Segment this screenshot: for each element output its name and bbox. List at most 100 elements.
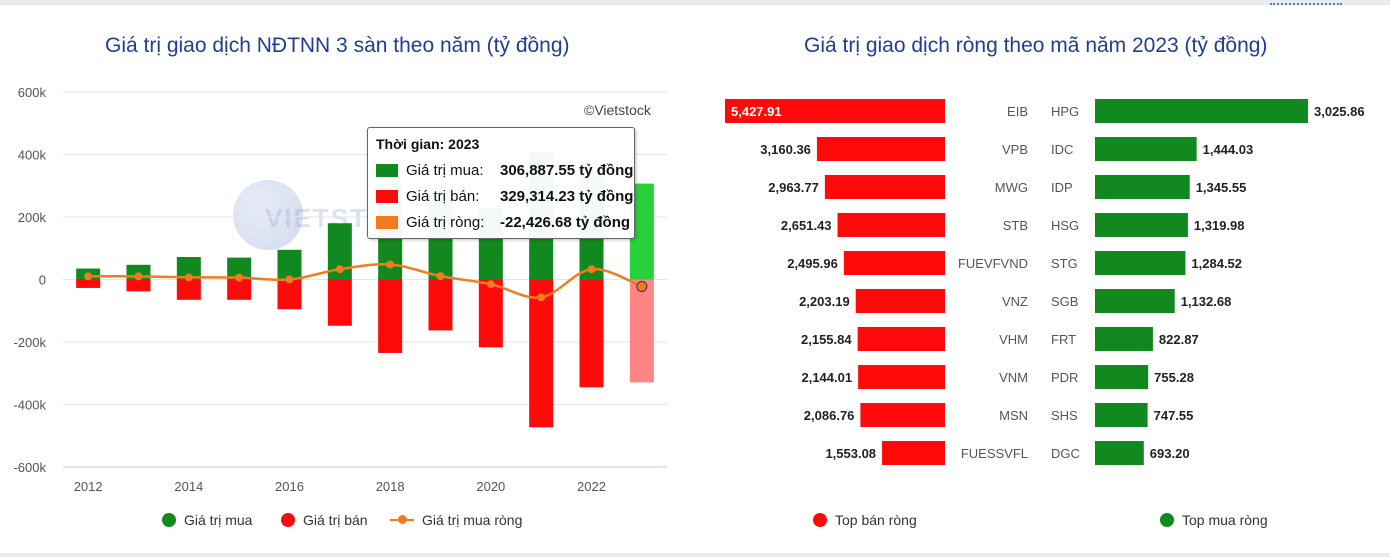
- legend-item-sell[interactable]: Giá trị bán: [281, 512, 368, 528]
- legend-item-top-sell[interactable]: Top bán ròng: [813, 512, 917, 528]
- net-point: [184, 273, 193, 282]
- net-point: [537, 293, 546, 302]
- buy-bar: [1095, 137, 1197, 161]
- buy-bar: [1095, 327, 1153, 351]
- sell-bar-label: 2,495.96: [787, 256, 838, 271]
- legend-net-line-icon: [390, 515, 414, 524]
- bar-sell: [327, 279, 352, 326]
- bar-buy: [227, 257, 252, 280]
- bar-sell: [378, 279, 403, 353]
- bar-sell: [277, 279, 302, 310]
- top-border: [0, 0, 1390, 5]
- bar-sell: [579, 279, 604, 388]
- sell-code-label: VHM: [999, 332, 1028, 347]
- net-point: [285, 275, 294, 284]
- x-tick-label: 2022: [577, 479, 606, 494]
- net-point-highlight: [636, 281, 648, 293]
- bar-sell: [76, 279, 101, 288]
- legend-item-net[interactable]: Giá trị mua ròng: [390, 512, 522, 528]
- buy-bar-label: 747.55: [1154, 408, 1194, 423]
- bar-sell: [529, 279, 554, 428]
- sell-bar-label: 2,144.01: [801, 370, 852, 385]
- left-chart-title: Giá trị giao dịch NĐTNN 3 sàn theo năm (…: [105, 34, 570, 57]
- buy-bar: [1095, 441, 1144, 465]
- buy-bar-label: 822.87: [1159, 332, 1199, 347]
- buy-bar-label: 1,345.55: [1196, 180, 1247, 195]
- sell-bar: [858, 365, 945, 389]
- buy-bar-label: 1,284.52: [1191, 256, 1242, 271]
- buy-code-label: HSG: [1051, 218, 1079, 233]
- sell-bar: [824, 175, 945, 199]
- tooltip-row-sell: Giá trị bán: 329,314.23 tỷ đồng: [376, 185, 633, 207]
- x-tick-label: 2014: [174, 479, 203, 494]
- y-tick-label: 0: [39, 273, 46, 288]
- tooltip-buy-swatch: [376, 163, 398, 177]
- net-point: [134, 272, 143, 281]
- legend-item-buy[interactable]: Giá trị mua: [162, 512, 252, 528]
- sell-bar: [725, 99, 945, 123]
- net-line: [88, 263, 643, 299]
- sell-bar-label: 1,553.08: [825, 446, 876, 461]
- y-tick-label: -200k: [13, 335, 46, 350]
- legend-top-buy-dot-icon: [1160, 513, 1174, 527]
- net-point: [486, 280, 495, 289]
- legend-top-sell-dot-icon: [813, 513, 827, 527]
- sell-bar-label: 5,427.91: [731, 104, 782, 119]
- legend-top-buy-label: Top mua ròng: [1182, 512, 1268, 528]
- buy-bar-label: 755.28: [1154, 370, 1194, 385]
- sell-bar: [843, 251, 945, 275]
- sell-bar: [860, 403, 945, 427]
- y-tick-label: -400k: [13, 398, 46, 413]
- sell-code-label: VPB: [1002, 142, 1028, 157]
- net-point: [235, 273, 244, 282]
- buy-code-label: SGB: [1051, 294, 1078, 309]
- sell-bar: [882, 441, 945, 465]
- bar-sell: [126, 279, 151, 292]
- bar-sell: [478, 279, 503, 348]
- bar-buy: [277, 249, 302, 280]
- buy-code-label: FRT: [1051, 332, 1076, 347]
- sell-bar-label: 3,160.36: [760, 142, 811, 157]
- net-point: [84, 272, 93, 281]
- sell-code-label: VNZ: [1002, 294, 1028, 309]
- buy-code-label: IDP: [1051, 180, 1073, 195]
- buy-code-label: DGC: [1051, 446, 1080, 461]
- tooltip-sell-label: Giá trị bán:: [406, 187, 480, 205]
- buy-bar-label: 1,319.98: [1194, 218, 1245, 233]
- buy-bar: [1095, 99, 1308, 123]
- buy-bar: [1095, 251, 1186, 275]
- y-tick-label: 600k: [18, 85, 47, 100]
- legend-sell-label: Giá trị bán: [303, 512, 368, 528]
- tooltip-row-buy: Giá trị mua: 306,887.55 tỷ đồng: [376, 159, 633, 181]
- y-tick-label: -600k: [13, 460, 46, 475]
- bar-sell: [227, 279, 252, 300]
- sell-bar-label: 2,155.84: [801, 332, 852, 347]
- sell-bar-label: 2,086.76: [804, 408, 855, 423]
- buy-bar: [1095, 403, 1148, 427]
- legend-sell-dot-icon: [281, 513, 295, 527]
- sell-code-label: MWG: [995, 180, 1028, 195]
- x-tick-label: 2018: [376, 479, 405, 494]
- buy-bar-label: 1,444.03: [1203, 142, 1254, 157]
- sell-code-label: FUESSVFL: [961, 446, 1028, 461]
- sell-bar-label: 2,963.77: [768, 180, 819, 195]
- buy-bar-label: 3,025.86: [1314, 104, 1365, 119]
- legend-net-label: Giá trị mua ròng: [422, 512, 523, 528]
- buy-code-label: SHS: [1051, 408, 1078, 423]
- net-point: [386, 260, 395, 269]
- buy-bar: [1095, 289, 1175, 313]
- chart-credit: ©Vietstock: [584, 102, 651, 118]
- buy-code-label: HPG: [1051, 104, 1079, 119]
- buy-bar: [1095, 365, 1149, 389]
- tooltip-net-label: Giá trị ròng:: [406, 213, 485, 231]
- x-tick-label: 2020: [476, 479, 505, 494]
- sell-code-label: MSN: [999, 408, 1028, 423]
- legend-item-top-buy[interactable]: Top mua ròng: [1160, 512, 1268, 528]
- x-tick-label: 2016: [275, 479, 304, 494]
- bar-sell: [629, 279, 654, 383]
- chart-tooltip: Thời gian: 2023 Giá trị mua: 306,887.55 …: [367, 127, 635, 239]
- x-tick-label: 2012: [74, 479, 103, 494]
- tooltip-net-value: -22,426.68 tỷ đồng: [500, 213, 631, 231]
- buy-code-label: IDC: [1051, 142, 1073, 157]
